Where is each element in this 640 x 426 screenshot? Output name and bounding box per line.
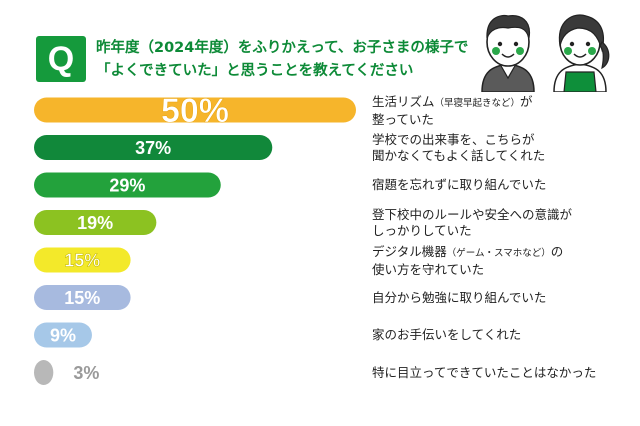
question-line-1: 昨年度（2024年度）をふりかえって、お子さまの様子で [96,40,469,56]
category-label-6: 自分から勉強に取り組んでいた [372,289,547,305]
bar-1 [34,97,356,123]
bar-8 [34,360,54,385]
bar-2 [34,135,273,160]
question-line-2: 「よくできていた」と思うことを教えてください [96,63,414,79]
mother-icon [553,14,610,92]
data-label-4: 19% [77,213,113,233]
category-label-5: デジタル機器（ゲーム・スマホなど）の 使い方を守れていた [372,244,564,277]
data-label-3: 29% [109,176,145,196]
category-label-3: 宿題を忘れずに取り組んでいた [372,177,547,192]
bar-3 [34,172,221,198]
category-label-1: 生活リズム（早寝早起きなど）が 整っていた [372,94,533,127]
parents-icon [481,14,610,92]
category-label-4: 登下校中のルールや安全への意識が しっかりしていた [372,206,573,238]
data-label-8: 3% [73,363,99,383]
data-label-7: 9% [50,326,76,346]
bar-6 [34,285,131,310]
question-text: 昨年度（2024年度）をふりかえって、お子さまの様子で 「よくできていた」と思う… [96,37,476,83]
category-label-2: 学校での出来事を、こちらが 聞かなくてもよく話してくれた [372,131,546,163]
bar-7 [34,322,92,348]
data-label-6: 15% [64,288,100,308]
data-label-2: 37% [135,138,171,158]
question-badge: Q [36,36,86,82]
bar-5 [34,247,131,273]
bar-4 [34,210,157,235]
father-icon [481,14,535,92]
category-label-7: 家のお手伝いをしてくれた [372,327,522,342]
data-label-1: 50% [161,92,229,130]
data-label-5: 15% [64,251,100,271]
category-label-8: 特に目立ってできていたことはなかった [372,364,597,380]
